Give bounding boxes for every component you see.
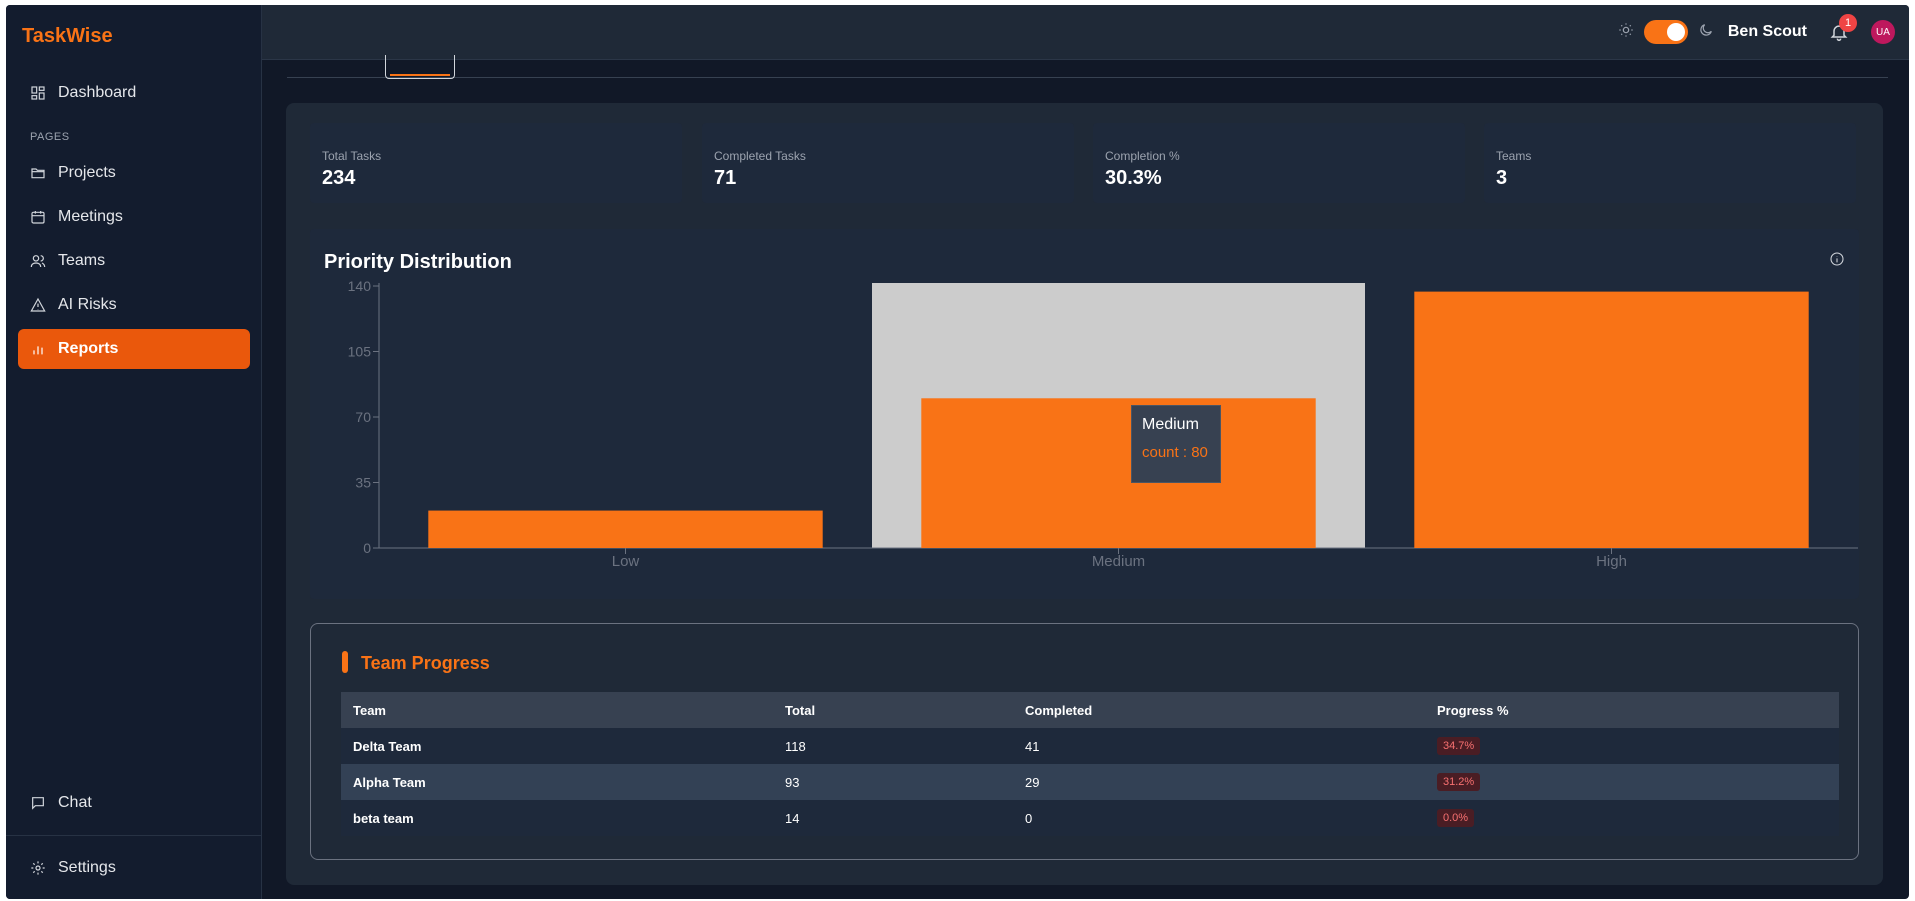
chart-title: Priority Distribution xyxy=(324,251,512,273)
stat-completion-percent: Completion % 30.3% xyxy=(1093,123,1465,203)
calendar-icon xyxy=(30,209,46,225)
x-tick-label: Low xyxy=(612,553,640,570)
stat-value: 71 xyxy=(714,167,737,189)
notifications-button[interactable]: 1 xyxy=(1829,14,1857,42)
stat-value: 234 xyxy=(322,167,356,189)
section-label-pages: PAGES xyxy=(30,131,70,143)
gear-icon xyxy=(30,860,46,876)
top-header: Ben Scout 1 UA xyxy=(262,5,1909,60)
team-name: Alpha Team xyxy=(353,774,426,790)
team-progress-accent xyxy=(342,651,348,673)
sidebar-item-projects[interactable]: Projects xyxy=(18,153,250,193)
tooltip-title: Medium xyxy=(1142,416,1199,433)
table-header: Team Total Completed Progress % xyxy=(341,692,1839,728)
team-progress-card xyxy=(310,623,1859,860)
brand-logo[interactable]: TaskWise xyxy=(22,25,113,47)
tab-underline xyxy=(287,77,1888,78)
team-completed: 41 xyxy=(1025,738,1040,754)
user-name[interactable]: Ben Scout xyxy=(1727,23,1807,40)
progress-badge: 34.7% xyxy=(1437,737,1481,755)
stat-value: 30.3% xyxy=(1105,167,1162,189)
reports-panel: Total Tasks 234 Completed Tasks 71 Compl… xyxy=(286,103,1883,885)
team-total: 118 xyxy=(785,738,806,754)
x-tick-label: Medium xyxy=(1092,553,1145,570)
stat-value: 3 xyxy=(1496,167,1508,189)
sidebar-item-label: Chat xyxy=(58,794,92,811)
stat-total-tasks: Total Tasks 234 xyxy=(310,123,682,203)
team-total: 14 xyxy=(785,810,800,826)
sidebar-item-dashboard[interactable]: Dashboard xyxy=(18,73,250,113)
progress-badge: 0.0% xyxy=(1437,809,1475,827)
bar-chart-icon xyxy=(30,341,46,357)
sidebar-item-chat[interactable]: Chat xyxy=(18,783,250,823)
stat-label: Completion % xyxy=(1105,149,1180,163)
column-header[interactable]: Progress % xyxy=(1437,702,1509,718)
y-tick-label: 105 xyxy=(348,344,372,360)
team-completed: 29 xyxy=(1025,774,1040,790)
sidebar-item-label: Settings xyxy=(58,859,116,876)
chart-tooltip: Medium count : 80 xyxy=(1131,405,1221,483)
sidebar-item-settings[interactable]: Settings xyxy=(18,848,250,888)
team-name: beta team xyxy=(353,810,414,826)
team-name: Delta Team xyxy=(353,738,422,754)
stat-teams: Teams 3 xyxy=(1484,123,1856,203)
stat-label: Total Tasks xyxy=(322,149,382,163)
sidebar-item-label: Projects xyxy=(58,164,116,181)
y-tick-label: 35 xyxy=(355,475,371,491)
tooltip-value: count : 80 xyxy=(1142,444,1208,461)
sidebar-item-meetings[interactable]: Meetings xyxy=(18,197,250,237)
app-frame: TaskWise Dashboard PAGES Projects Meetin… xyxy=(6,5,1909,899)
toggle-knob xyxy=(1666,23,1685,41)
sidebar: TaskWise Dashboard PAGES Projects Meetin… xyxy=(6,5,262,899)
column-header[interactable]: Completed xyxy=(1025,702,1093,718)
info-icon[interactable] xyxy=(1829,251,1845,267)
team-completed: 0 xyxy=(1025,810,1033,826)
sidebar-item-label: Teams xyxy=(58,252,106,269)
bar-high xyxy=(1414,291,1809,548)
team-progress-table: Team Total Completed Progress % Delta Te… xyxy=(341,692,1839,836)
sidebar-item-ai-risks[interactable]: AI Risks xyxy=(18,285,250,325)
table-row[interactable]: Delta Team 118 41 34.7% xyxy=(341,728,1839,764)
sidebar-item-label: Dashboard xyxy=(58,84,137,101)
warning-icon xyxy=(30,297,46,313)
sun-icon xyxy=(1618,22,1634,43)
stat-label: Completed Tasks xyxy=(714,149,806,163)
stat-completed-tasks: Completed Tasks 71 xyxy=(702,123,1074,203)
progress-badge: 31.2% xyxy=(1437,773,1481,791)
sidebar-item-reports[interactable]: Reports xyxy=(18,329,250,369)
chat-icon xyxy=(30,795,46,811)
priority-chart-card: 0 35 70 105 140 Low Medium High Priority Distri… xyxy=(310,229,1859,599)
notification-badge: 1 xyxy=(1839,14,1857,32)
bar-medium xyxy=(921,398,1316,548)
theme-toggle[interactable] xyxy=(1643,20,1688,44)
header-actions: Ben Scout 1 UA xyxy=(1618,14,1895,47)
x-tick-label: High xyxy=(1596,553,1627,570)
sidebar-item-label: Meetings xyxy=(58,208,123,225)
tab-active[interactable] xyxy=(385,55,455,79)
dashboard-icon xyxy=(30,85,46,101)
sidebar-divider xyxy=(6,835,262,836)
priority-chart: 0 35 70 105 140 Low Medium High xyxy=(348,278,1858,570)
bar-low xyxy=(428,510,823,548)
folder-icon xyxy=(30,165,46,181)
team-progress-title: Team Progress xyxy=(361,653,490,673)
column-header[interactable]: Team xyxy=(353,702,386,718)
stat-label: Teams xyxy=(1496,149,1532,163)
users-icon xyxy=(30,253,46,269)
y-tick-label: 0 xyxy=(363,540,371,556)
moon-icon xyxy=(1698,22,1714,43)
table-row[interactable]: Alpha Team 93 29 31.2% xyxy=(341,764,1839,800)
sidebar-item-teams[interactable]: Teams xyxy=(18,241,250,281)
sidebar-item-label: Reports xyxy=(58,340,119,357)
y-tick-label: 70 xyxy=(355,409,371,425)
sidebar-item-label: AI Risks xyxy=(58,296,117,313)
y-tick-label: 140 xyxy=(348,278,372,294)
table-row[interactable]: beta team 14 0 0.0% xyxy=(341,800,1839,836)
team-total: 93 xyxy=(785,774,800,790)
column-header[interactable]: Total xyxy=(785,702,816,718)
avatar[interactable]: UA xyxy=(1871,20,1895,44)
